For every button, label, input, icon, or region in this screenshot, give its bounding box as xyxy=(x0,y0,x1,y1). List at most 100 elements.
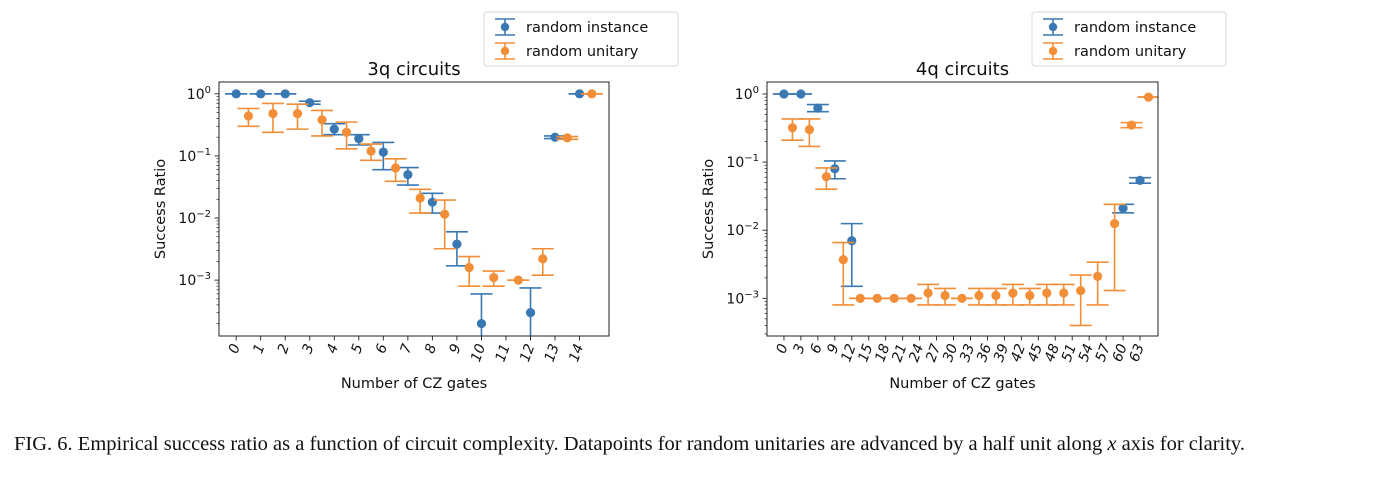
x-tick-label: 3 xyxy=(791,342,809,356)
x-tick-label: 1 xyxy=(250,342,268,356)
series-random-instance xyxy=(225,89,591,336)
x-tick-label: 18 xyxy=(872,342,893,364)
x-tick-label: 15 xyxy=(855,342,876,364)
series-random-unitary xyxy=(781,92,1158,327)
x-tick-label: 12 xyxy=(838,342,859,364)
data-point xyxy=(341,127,352,137)
data-point xyxy=(329,124,339,134)
x-tick-label: 27 xyxy=(923,342,944,364)
series-random-instance xyxy=(772,89,1152,288)
legend-box xyxy=(483,11,679,67)
data-point xyxy=(538,254,548,264)
y-tick-label: 100 xyxy=(735,85,759,103)
y-tick-exponent: 0 xyxy=(205,85,211,96)
legend-box xyxy=(1031,11,1227,67)
y-tick-exponent: −2 xyxy=(196,209,211,220)
data-point xyxy=(1135,175,1145,185)
data-point xyxy=(1126,120,1137,130)
data-point xyxy=(280,89,290,99)
x-tick-label: 42 xyxy=(1008,342,1029,364)
caption-label: FIG. 6. xyxy=(14,433,73,455)
data-point xyxy=(1008,288,1018,298)
legend-marker-icon xyxy=(500,46,510,56)
legend-marker-icon xyxy=(500,22,510,32)
y-tick-exponent: −2 xyxy=(744,221,759,232)
y-tick-label: 100 xyxy=(187,85,211,103)
data-point xyxy=(476,318,487,329)
x-tick-label: 21 xyxy=(889,342,910,364)
legend-marker-icon xyxy=(1048,46,1058,56)
x-tick-label: 51 xyxy=(1059,342,1080,364)
chart-title: 4q circuits xyxy=(916,59,1009,80)
x-tick-label: 12 xyxy=(517,342,538,364)
x-tick-label: 4 xyxy=(324,342,342,356)
data-point xyxy=(991,290,1001,301)
data-point xyxy=(391,163,401,173)
x-tick-label: 54 xyxy=(1076,342,1097,364)
x-tick-label: 60 xyxy=(1110,342,1131,364)
data-point xyxy=(1109,219,1120,229)
data-point xyxy=(813,103,823,113)
data-point xyxy=(256,89,266,99)
data-point xyxy=(354,134,364,144)
data-point xyxy=(821,172,831,182)
chart-title: 3q circuits xyxy=(367,59,460,80)
data-point xyxy=(923,288,933,298)
legend: random instance random unitary xyxy=(483,11,679,67)
data-point xyxy=(804,125,814,135)
data-point xyxy=(292,109,303,119)
x-tick-label: 6 xyxy=(373,342,391,356)
x-tick-label: 30 xyxy=(940,342,961,364)
x-axis-label: Number of CZ gates xyxy=(341,376,487,392)
data-point xyxy=(872,293,882,303)
data-point xyxy=(587,89,597,99)
x-tick-label: 10 xyxy=(468,342,489,364)
data-point xyxy=(957,293,967,303)
figure-caption: FIG. 6. Empirical success ratio as a fun… xyxy=(14,432,1374,456)
data-point xyxy=(796,89,806,99)
x-tick-label: 5 xyxy=(348,342,366,356)
data-point xyxy=(513,275,523,285)
x-tick-label: 9 xyxy=(447,342,465,356)
x-tick-label: 39 xyxy=(991,342,1012,364)
data-point xyxy=(855,293,865,303)
x-tick-label: 0 xyxy=(774,342,792,356)
x-tick-label: 48 xyxy=(1042,342,1063,364)
axes-frame xyxy=(218,81,610,337)
caption-var: x xyxy=(1107,433,1117,455)
x-tick-label: 36 xyxy=(974,342,995,364)
data-point xyxy=(452,239,462,249)
y-tick-base: 10 xyxy=(178,273,196,289)
y-tick-base: 10 xyxy=(726,223,744,239)
data-point xyxy=(562,133,572,143)
y-axis-label: Success Ratio xyxy=(701,159,717,259)
x-tick-label: 3 xyxy=(299,342,317,356)
data-point xyxy=(489,272,499,283)
legend-label: random unitary xyxy=(1074,44,1187,60)
data-point xyxy=(779,89,789,99)
legend-label: random unitary xyxy=(526,44,639,60)
x-tick-label: 24 xyxy=(906,342,927,364)
data-point xyxy=(1025,290,1035,301)
y-tick-exponent: −3 xyxy=(196,271,211,282)
x-tick-label: 6 xyxy=(808,342,826,356)
y-tick-base: 10 xyxy=(726,155,744,171)
y-tick-base: 10 xyxy=(178,149,196,165)
data-point xyxy=(305,98,315,108)
data-point xyxy=(574,89,585,99)
data-point xyxy=(889,293,899,303)
legend-marker-icon xyxy=(1048,22,1058,32)
x-tick-label: 33 xyxy=(957,342,978,364)
data-point xyxy=(268,109,278,119)
y-axis-label: Success Ratio xyxy=(153,159,169,259)
x-tick-label: 2 xyxy=(275,342,293,356)
caption-text-before: Empirical success ratio as a function of… xyxy=(77,433,1108,455)
y-tick-base: 10 xyxy=(735,87,753,103)
data-point xyxy=(525,308,536,318)
data-point xyxy=(378,147,388,157)
data-point xyxy=(787,123,798,133)
y-tick-label: 10−3 xyxy=(178,271,211,289)
y-tick-label: 10−2 xyxy=(726,221,759,239)
